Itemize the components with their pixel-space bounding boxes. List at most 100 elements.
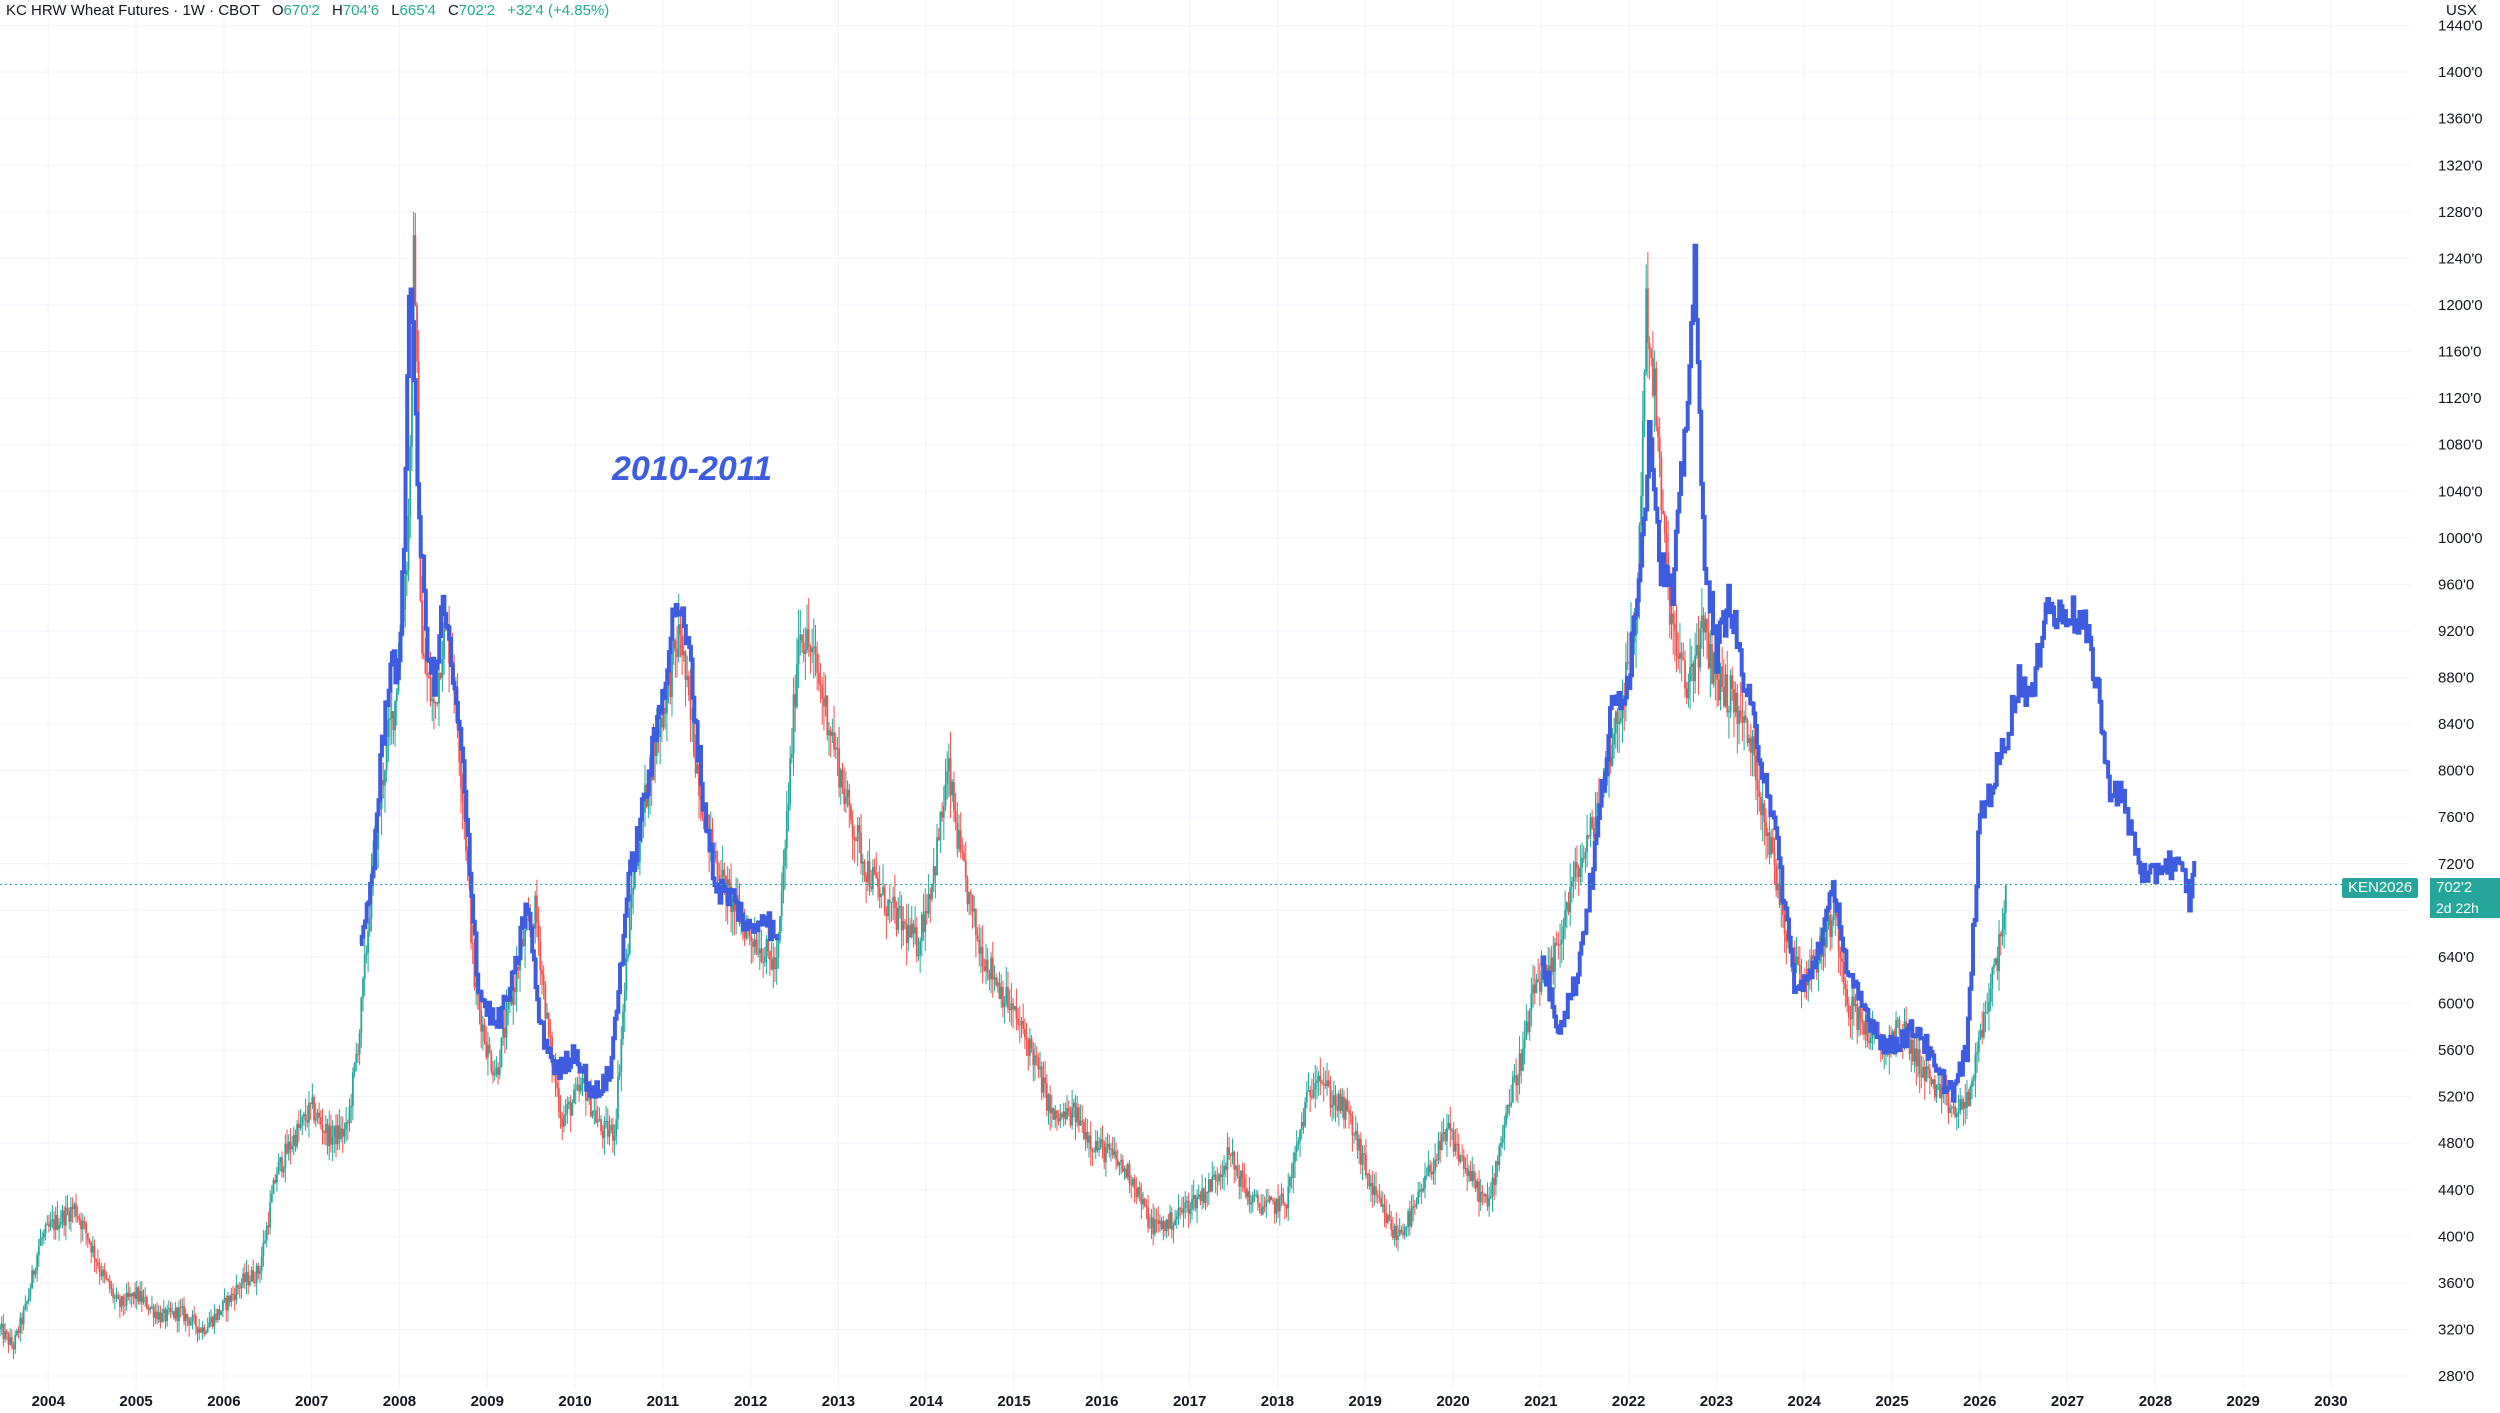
candle-body: [1449, 1123, 1452, 1131]
candle-body: [1353, 1134, 1355, 1136]
candle-body: [1613, 733, 1615, 745]
candle-body: [186, 1313, 189, 1319]
candle-body: [799, 634, 802, 640]
candle-body: [887, 899, 889, 917]
x-tick-label: 2017: [1173, 1393, 1206, 1410]
candle-body: [1447, 1123, 1450, 1129]
candle-body: [1869, 1037, 1872, 1044]
candle-body: [605, 1120, 608, 1122]
candle-body: [1255, 1194, 1258, 1196]
candle-body: [753, 939, 756, 947]
candle-body: [367, 931, 369, 954]
candle-body: [563, 1115, 565, 1127]
candle-body: [238, 1287, 241, 1289]
candle-body: [844, 796, 847, 804]
candle-body: [593, 1110, 596, 1112]
candle-body: [189, 1322, 192, 1326]
y-tick-label: 1040'0: [2438, 483, 2483, 500]
candle-body: [1851, 996, 1854, 1020]
candle-body: [1373, 1186, 1376, 1195]
candle-body: [255, 1265, 258, 1283]
candle-body: [17, 1330, 20, 1334]
y-tick-label: 1000'0: [2438, 530, 2483, 547]
chart-annotation[interactable]: 2010-2011: [612, 450, 773, 488]
candle-body: [1967, 1092, 1970, 1106]
candle-body: [1961, 1099, 1963, 1110]
candle-body: [129, 1293, 131, 1297]
y-tick-label: 320'0: [2438, 1321, 2474, 1338]
candle-body: [1013, 1006, 1016, 1010]
candle-body: [1096, 1140, 1099, 1150]
y-tick-label: 640'0: [2438, 949, 2474, 966]
candle-body: [247, 1272, 250, 1286]
candle-body: [250, 1270, 253, 1282]
candle-body: [559, 1111, 562, 1119]
candle-body: [883, 887, 886, 913]
candle-body: [1663, 514, 1666, 534]
candle-body: [2004, 885, 2007, 913]
candle-body: [762, 961, 765, 963]
candle-body: [1839, 951, 1842, 959]
candle-body: [198, 1328, 201, 1333]
candle-body: [1386, 1215, 1389, 1223]
candle-body: [544, 985, 547, 1019]
candle-body: [1746, 720, 1749, 743]
candle-body: [763, 956, 766, 963]
candle-body: [775, 957, 778, 970]
candle-body: [851, 820, 854, 838]
candle-body: [1722, 686, 1725, 707]
symbol-title[interactable]: KC HRW Wheat Futures: [6, 2, 170, 19]
candle-body: [1609, 757, 1612, 767]
candle-body: [581, 1077, 584, 1085]
candle-body: [102, 1269, 104, 1277]
candle-body: [487, 1044, 489, 1058]
candle-body: [790, 753, 793, 758]
candle-body: [311, 1097, 314, 1104]
candle-body: [1513, 1075, 1516, 1078]
symbol-price-tag: KEN2026: [2342, 878, 2419, 898]
candle-body: [573, 1089, 575, 1104]
candle-body: [1228, 1147, 1231, 1155]
candle-body: [698, 764, 700, 796]
interval-label[interactable]: 1W: [182, 2, 205, 19]
candle-body: [866, 861, 869, 882]
candle-body: [784, 848, 786, 867]
candle-body: [1089, 1135, 1092, 1150]
candle-body: [1782, 901, 1784, 915]
candle-body: [1467, 1170, 1470, 1176]
candle-body: [785, 811, 788, 849]
candle-body: [1182, 1207, 1185, 1213]
candle-body: [1864, 1014, 1867, 1035]
candle-body: [497, 1067, 499, 1075]
candle-body: [174, 1307, 177, 1318]
price-axis[interactable]: 280'0 320'0 360'0 400'0 440'0 480'0 520'0 560'0…: [2438, 18, 2483, 1385]
candle-body: [416, 305, 418, 363]
time-axis[interactable]: 2004 2005 2006 2007 2008 2009 2010 2011 2012 2013…: [32, 1393, 2348, 1410]
candle-body: [615, 1119, 618, 1137]
candle-body: [1300, 1122, 1303, 1130]
candle-body: [920, 914, 923, 942]
candle-body: [1359, 1138, 1362, 1165]
currency-label[interactable]: USX: [2446, 2, 2477, 19]
candle-body: [687, 675, 690, 696]
high-label: H: [331, 2, 343, 19]
candle-body: [1572, 877, 1575, 882]
candle-body: [1699, 628, 1702, 668]
candle-body: [1223, 1165, 1225, 1175]
candle-body: [1564, 909, 1567, 927]
candle-body: [1385, 1213, 1388, 1223]
candle-body: [963, 853, 965, 861]
last-price-tag: 702'2: [2430, 878, 2500, 898]
candle-body: [1299, 1129, 1301, 1142]
candle-body: [1619, 717, 1622, 722]
candle-body: [578, 1084, 581, 1092]
candle-body: [1697, 645, 1700, 668]
candle-body: [1106, 1143, 1109, 1147]
candle-body: [1728, 710, 1730, 713]
candle-body: [777, 940, 780, 958]
candle-body: [2, 1323, 5, 1340]
candle-body: [171, 1311, 174, 1313]
candle-body: [269, 1202, 272, 1228]
candle-body: [1098, 1147, 1101, 1150]
